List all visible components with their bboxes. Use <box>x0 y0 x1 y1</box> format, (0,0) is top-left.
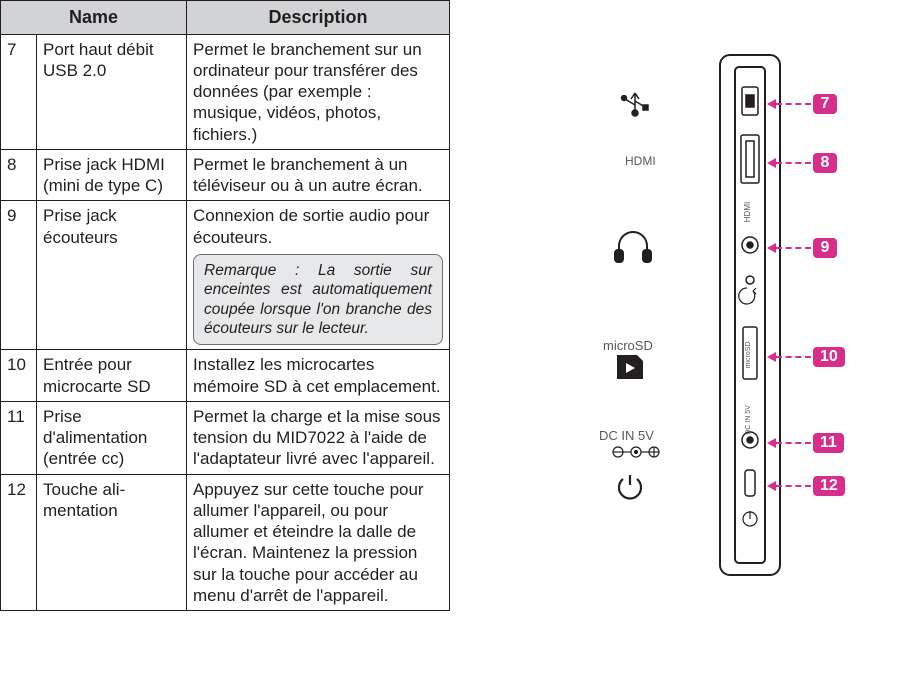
table-row: 10 Entrée pour microcarte SD Installez l… <box>1 350 450 402</box>
callout-badge: 12 <box>813 476 845 496</box>
power-icon <box>619 475 641 498</box>
table-row: 9 Prise jack écouteurs Connexion de sort… <box>1 201 450 350</box>
reset-hole-icon <box>746 276 754 284</box>
table-row: 8 Prise jack HDMI (mini de type C) Perme… <box>1 149 450 201</box>
row-num: 11 <box>1 401 37 474</box>
note-box: Remarque : La sortie sur enceintes est a… <box>193 254 443 346</box>
hdmi-port-icon <box>741 135 759 183</box>
headphone-jack-icon <box>742 237 758 253</box>
device-drawing: HDMI HDMI <box>555 55 815 575</box>
callout-badge: 9 <box>813 238 837 258</box>
header-name: Name <box>1 1 187 35</box>
row-desc: Appuyez sur cette touche pour al­lumer l… <box>187 474 450 611</box>
svg-text:DC IN 5V: DC IN 5V <box>745 405 752 435</box>
row-desc: Installez les microcartes mémoire SD à c… <box>187 350 450 402</box>
device-diagram-region: HDMI HDMI <box>450 0 911 696</box>
power-button-icon <box>745 470 755 496</box>
row-desc: Permet le branchement à un télévi­seur o… <box>187 149 450 201</box>
table-row: 12 Touche ali­mentation Appuyez sur cett… <box>1 474 450 611</box>
callout-badge: 7 <box>813 94 837 114</box>
row-name: Entrée pour microcarte SD <box>37 350 187 402</box>
row-num: 7 <box>1 34 37 149</box>
hdmi-caption: HDMI <box>625 154 656 168</box>
dc-caption: DC IN 5V <box>599 428 654 443</box>
row-num: 9 <box>1 201 37 350</box>
callout-badge: 8 <box>813 153 837 173</box>
spec-table-region: Name Description 7 Port haut débit USB 2… <box>0 0 450 696</box>
row-name: Prise jack écouteurs <box>37 201 187 350</box>
headphone-icon <box>615 232 651 262</box>
callout: 11 <box>767 433 844 453</box>
hdmi-label-side: HDMI <box>743 202 752 222</box>
callout: 10 <box>767 347 845 367</box>
row-name: Touche ali­mentation <box>37 474 187 611</box>
table-row: 11 Prise d'alimentation (entrée cc) Perm… <box>1 401 450 474</box>
dc-polarity-icon <box>613 447 659 457</box>
callout: 9 <box>767 238 837 258</box>
row-num: 10 <box>1 350 37 402</box>
row-name: Prise jack HDMI (mini de type C) <box>37 149 187 201</box>
row-num: 8 <box>1 149 37 201</box>
callout: 12 <box>767 476 845 496</box>
sd-card-icon <box>617 355 643 379</box>
header-description: Description <box>187 1 450 35</box>
row-desc: Permet la charge et la mise sous tension… <box>187 401 450 474</box>
callout-badge: 11 <box>813 433 844 453</box>
spec-table: Name Description 7 Port haut débit USB 2… <box>0 0 450 611</box>
row-desc: Connexion de sortie audio pour écouteurs… <box>187 201 450 350</box>
row-desc-text: Connexion de sortie audio pour écouteurs… <box>193 206 429 246</box>
svg-text:microSD: microSD <box>745 342 752 369</box>
callout-badge: 10 <box>813 347 845 367</box>
table-row: 7 Port haut débit USB 2.0 Permet le bran… <box>1 34 450 149</box>
row-num: 12 <box>1 474 37 611</box>
row-name: Prise d'alimentation (entrée cc) <box>37 401 187 474</box>
microsd-caption: microSD <box>603 338 653 353</box>
callout: 8 <box>767 153 837 173</box>
callout: 7 <box>767 94 837 114</box>
usb-icon <box>622 93 649 116</box>
usb-port-icon <box>742 87 758 115</box>
row-name: Port haut débit USB 2.0 <box>37 34 187 149</box>
svg-text:HDMI: HDMI <box>743 202 752 222</box>
row-desc: Permet le branchement sur un ordinateur … <box>187 34 450 149</box>
